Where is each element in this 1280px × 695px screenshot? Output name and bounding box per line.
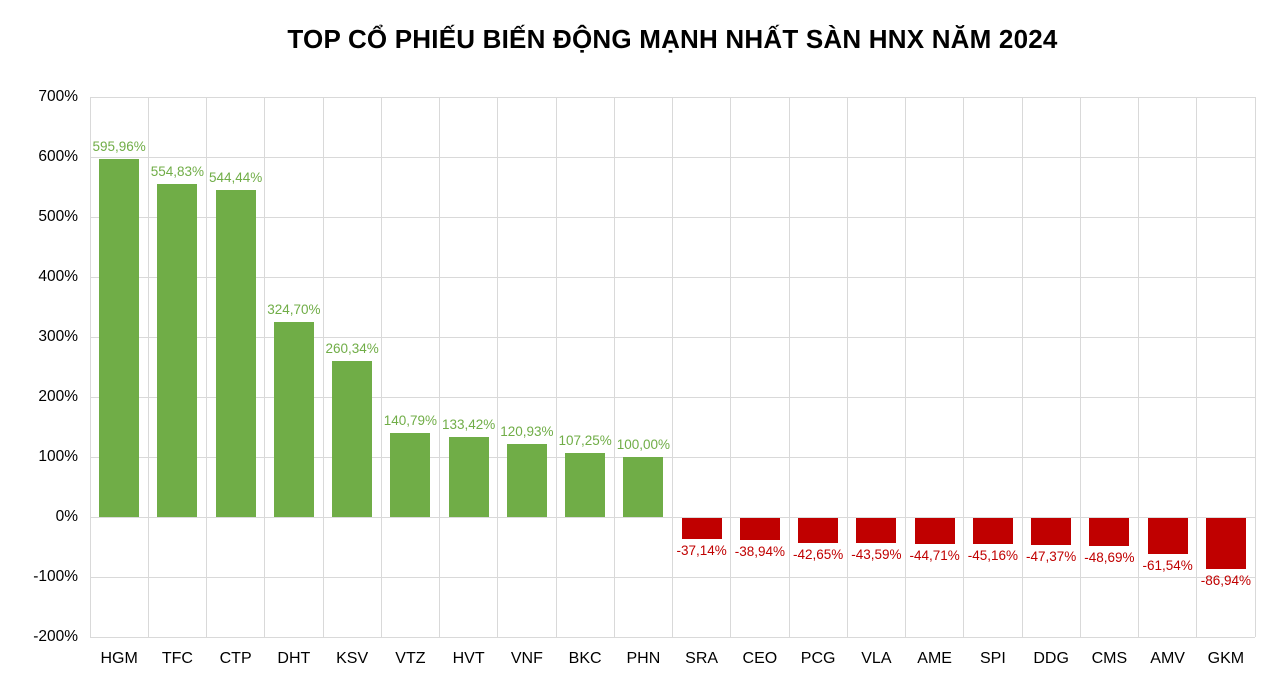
gridline-vertical xyxy=(730,97,732,637)
x-tick-label: DHT xyxy=(277,650,311,667)
gridline-vertical xyxy=(672,97,673,637)
gridline-vertical xyxy=(1021,97,1023,637)
x-tick-label: KSV xyxy=(336,650,369,667)
y-tick-label: -200% xyxy=(33,628,78,645)
positive-bar xyxy=(565,452,606,517)
positive-bar xyxy=(448,436,489,517)
x-tick-label: BKC xyxy=(568,650,602,667)
bar-value-label: -47,37% xyxy=(1025,549,1077,565)
gridline-vertical xyxy=(380,97,382,637)
x-tick-label: VNF xyxy=(510,650,543,667)
bar-value-label: 120,93% xyxy=(500,424,554,440)
positive-bar xyxy=(273,322,314,517)
gridline-vertical xyxy=(322,97,324,637)
negative-bar xyxy=(1205,518,1246,570)
x-tick-label: SRA xyxy=(685,650,719,667)
bar-value-label: -43,59% xyxy=(851,547,902,563)
x-tick-label: SPI xyxy=(979,650,1006,667)
bar-value-label: 133,42% xyxy=(441,416,496,432)
bar-value-label: -42,65% xyxy=(792,546,844,562)
gridline-vertical xyxy=(1196,97,1198,637)
x-tick-label: TFC xyxy=(161,650,193,667)
chart-title: TOP CỔ PHIẾU BIẾN ĐỘNG MẠNH NHẤT SÀN HNX… xyxy=(287,24,1058,54)
x-tick-label: AME xyxy=(917,650,952,667)
negative-bar xyxy=(856,518,897,544)
x-tick-label: VLA xyxy=(861,650,892,667)
negative-bar xyxy=(798,518,839,543)
y-tick-label: 200% xyxy=(38,388,78,405)
x-tick-label: PCG xyxy=(800,650,836,667)
positive-bar xyxy=(157,184,198,517)
y-tick-label: 600% xyxy=(38,148,78,165)
negative-bar xyxy=(739,518,780,541)
gridline-vertical xyxy=(89,97,91,637)
x-tick-label: CMS xyxy=(1091,650,1128,667)
positive-bar xyxy=(332,360,373,517)
gridline-vertical xyxy=(555,97,557,637)
bar-value-label: 554,83% xyxy=(150,164,205,180)
y-tick-label: -100% xyxy=(33,568,78,585)
gridline-vertical xyxy=(905,97,906,637)
y-tick-label: 500% xyxy=(38,208,78,225)
plot-area: 595,96% 554,83% 544,44% 324,70% 260,34% 140,7… xyxy=(89,96,1256,638)
bar-value-label: -37,14% xyxy=(676,543,727,559)
gridline-vertical xyxy=(1079,97,1081,637)
x-tick-label: GKM xyxy=(1207,650,1245,667)
x-tick-label: DDG xyxy=(1033,650,1069,667)
gridline-vertical xyxy=(497,97,499,637)
x-tick-label: CEO xyxy=(742,650,778,667)
gridline-vertical xyxy=(846,97,848,637)
gridline-vertical xyxy=(788,97,790,637)
x-tick-label: CTP xyxy=(219,650,252,667)
y-tick-label: 700% xyxy=(38,88,78,105)
bar-value-label: 544,44% xyxy=(208,170,263,186)
x-tick-label: VTZ xyxy=(395,650,426,667)
bar-value-label: -45,16% xyxy=(967,548,1019,564)
positive-bar xyxy=(215,190,256,517)
y-tick-label: 0% xyxy=(55,508,78,525)
positive-bar xyxy=(390,432,431,517)
bar-value-label: 140,79% xyxy=(383,412,438,428)
positive-bar xyxy=(506,444,547,517)
negative-bar xyxy=(914,518,955,544)
negative-bar xyxy=(1031,518,1072,546)
bar-value-label: -48,69% xyxy=(1084,550,1135,566)
x-tick-label: AMV xyxy=(1150,650,1185,667)
bar-value-label: 100,00% xyxy=(616,437,671,452)
bar-value-label: -38,94% xyxy=(734,544,786,560)
bar-value-label: 260,34% xyxy=(325,340,379,356)
bar-value-label: 107,25% xyxy=(558,432,612,448)
bar-value-label: -61,54% xyxy=(1142,557,1193,573)
gridline-vertical xyxy=(147,97,149,637)
x-tick-label: PHN xyxy=(626,650,661,667)
gridline-vertical xyxy=(1254,97,1256,637)
gridline-vertical xyxy=(1138,97,1139,637)
gridline-vertical xyxy=(963,97,965,637)
bar-value-label: -44,71% xyxy=(909,547,960,563)
gridline-vertical xyxy=(613,97,615,637)
gridline-vertical xyxy=(439,97,440,637)
y-tick-label: 400% xyxy=(38,268,78,285)
negative-bar xyxy=(681,518,722,540)
bar-value-label: 595,96% xyxy=(92,139,146,155)
x-tick-label: HGM xyxy=(100,650,138,667)
y-tick-label: 100% xyxy=(38,448,78,465)
positive-bar xyxy=(99,159,140,517)
bar-value-label: 324,70% xyxy=(267,302,321,318)
positive-bar xyxy=(623,457,664,517)
y-tick-label: 300% xyxy=(38,328,78,345)
bar-value-label: -86,94% xyxy=(1200,573,1252,589)
x-tick-label: HVT xyxy=(452,650,485,667)
negative-bar xyxy=(1089,518,1130,547)
negative-bar xyxy=(972,518,1013,545)
gridline-horizontal xyxy=(90,636,1255,638)
negative-bar xyxy=(1147,518,1188,554)
gridline-vertical xyxy=(206,97,207,637)
gridline-vertical xyxy=(264,97,266,637)
